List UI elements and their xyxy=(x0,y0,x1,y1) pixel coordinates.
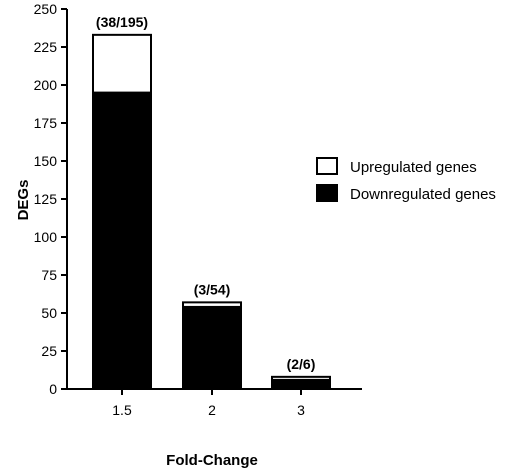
y-tick-label: 25 xyxy=(41,343,57,359)
bars xyxy=(92,33,331,391)
y-tick-label: 250 xyxy=(34,1,58,17)
y-tick-label: 50 xyxy=(41,305,57,321)
y-tick-label: 100 xyxy=(34,229,58,245)
bar-upregulated-3 xyxy=(271,375,331,381)
bar-upregulated-2 xyxy=(182,301,242,308)
y-tick-label: 0 xyxy=(49,381,57,397)
x-axis: 1.5 2 3 xyxy=(66,388,362,418)
bar-upregulated-1-5 xyxy=(92,33,152,94)
bar-data-label: (38/195) xyxy=(96,14,148,30)
y-axis-title: DEGs xyxy=(15,180,32,221)
y-tick-label: 225 xyxy=(34,39,58,55)
x-tick-label: 2 xyxy=(208,402,216,418)
y-tick-label: 75 xyxy=(41,267,57,283)
x-axis-title: Fold-Change xyxy=(166,452,258,469)
legend-label: Upregulated genes xyxy=(350,159,477,176)
legend-swatch xyxy=(316,184,338,202)
bar-downregulated-1-5 xyxy=(92,91,152,390)
y-tick-label: 125 xyxy=(34,191,58,207)
y-tick-label: 200 xyxy=(34,77,58,93)
legend-swatch xyxy=(316,157,338,175)
legend-label: Downregulated genes xyxy=(350,186,496,203)
data-labels: (38/195) (3/54) (2/6) xyxy=(96,14,315,372)
x-tick-label: 1.5 xyxy=(112,402,132,418)
y-tick-label: 175 xyxy=(34,115,58,131)
y-axis: 0 25 50 75 100 125 150 175 200 225 250 xyxy=(34,1,68,397)
legend: Upregulated genes Downregulated genes xyxy=(316,157,496,203)
x-tick-label: 3 xyxy=(297,402,305,418)
bar-downregulated-2 xyxy=(182,305,242,391)
y-tick-label: 150 xyxy=(34,153,58,169)
bar-data-label: (2/6) xyxy=(287,356,316,372)
bar-downregulated-3 xyxy=(271,378,331,391)
bar-data-label: (3/54) xyxy=(194,281,231,297)
